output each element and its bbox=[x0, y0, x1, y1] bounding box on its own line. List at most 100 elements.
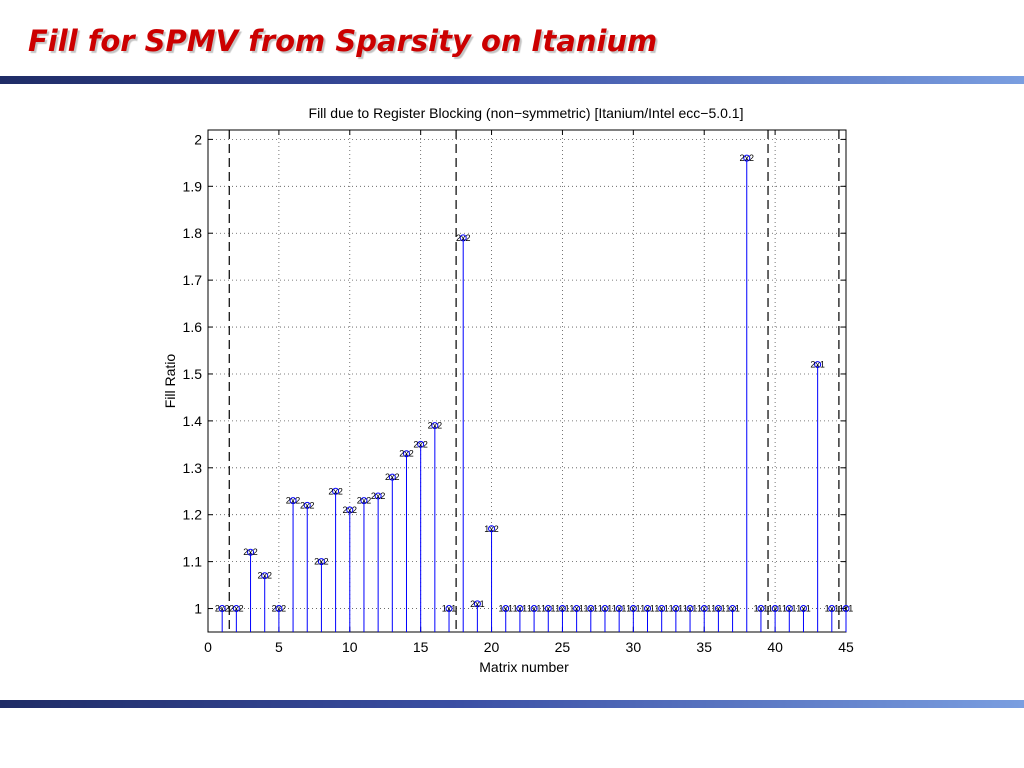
block-size-label: 2x2 bbox=[272, 604, 287, 614]
block-size-label: 1x1 bbox=[669, 604, 684, 614]
y-tick-label: 1.9 bbox=[183, 178, 203, 194]
block-size-label: 1x1 bbox=[839, 604, 854, 614]
block-size-label: 2x2 bbox=[286, 496, 301, 506]
stem-marker bbox=[672, 605, 680, 613]
block-size-label: 1x1 bbox=[584, 604, 599, 614]
block-size-label: 1x1 bbox=[498, 604, 513, 614]
stem-marker bbox=[261, 572, 269, 580]
stem-marker bbox=[388, 473, 396, 481]
stem-marker bbox=[289, 497, 297, 505]
y-axis-label: Fill Ratio bbox=[162, 354, 178, 409]
stem-marker bbox=[402, 450, 410, 458]
stem-marker bbox=[232, 605, 240, 613]
block-size-label: 2x2 bbox=[399, 449, 414, 459]
y-tick-label: 1.5 bbox=[183, 366, 203, 382]
block-size-label: 2x2 bbox=[739, 153, 754, 163]
y-tick-label: 1.6 bbox=[183, 319, 203, 335]
x-tick-label: 20 bbox=[484, 639, 500, 655]
block-size-label: 2x2 bbox=[314, 557, 329, 567]
y-tick-label: 1.8 bbox=[183, 225, 203, 241]
stem-marker bbox=[488, 525, 496, 533]
stem-marker bbox=[218, 605, 226, 613]
stem-marker bbox=[417, 440, 425, 448]
stem-marker bbox=[502, 605, 510, 613]
stem-marker bbox=[828, 605, 836, 613]
stem-marker bbox=[544, 605, 552, 613]
block-size-label: 1x2 bbox=[484, 524, 499, 534]
stem-marker bbox=[473, 600, 481, 608]
block-size-label: 2x2 bbox=[428, 421, 443, 431]
block-size-label: 1x1 bbox=[541, 604, 556, 614]
x-tick-label: 35 bbox=[696, 639, 712, 655]
block-size-label: 1x1 bbox=[825, 604, 840, 614]
stem-marker bbox=[686, 605, 694, 613]
block-size-label: 2x2 bbox=[328, 486, 343, 496]
block-size-label: 1x1 bbox=[796, 604, 811, 614]
stem-marker bbox=[771, 605, 779, 613]
plot-area bbox=[207, 129, 847, 633]
block-size-label: 2x2 bbox=[343, 505, 358, 515]
stem-marker bbox=[275, 605, 283, 613]
stem-marker bbox=[374, 492, 382, 500]
block-size-label: 1x1 bbox=[725, 604, 740, 614]
block-size-label: 2x2 bbox=[257, 571, 272, 581]
block-size-label: 1x1 bbox=[527, 604, 542, 614]
stem-marker bbox=[785, 605, 793, 613]
block-size-label: 1x1 bbox=[654, 604, 669, 614]
stem-marker bbox=[629, 605, 637, 613]
block-size-label: 1x1 bbox=[612, 604, 627, 614]
stem-layer bbox=[218, 154, 850, 632]
y-tick-label: 1.3 bbox=[183, 460, 203, 476]
block-size-label: 1x1 bbox=[555, 604, 570, 614]
stem-marker bbox=[317, 558, 325, 566]
block-size-label: 2x2 bbox=[371, 491, 386, 501]
stem-marker bbox=[360, 497, 368, 505]
stem-marker bbox=[743, 154, 751, 162]
x-tick-label: 0 bbox=[204, 639, 212, 655]
stem-marker bbox=[558, 605, 566, 613]
x-tick-label: 45 bbox=[838, 639, 854, 655]
x-tick-label: 25 bbox=[555, 639, 571, 655]
block-size-label: 2x1 bbox=[470, 599, 485, 609]
y-tick-label: 1.4 bbox=[183, 413, 203, 429]
block-size-label: 1x1 bbox=[513, 604, 528, 614]
chart-title: Fill due to Register Blocking (non−symme… bbox=[309, 105, 744, 121]
block-size-label: 2x2 bbox=[456, 233, 471, 243]
y-tick-label: 1.2 bbox=[183, 507, 203, 523]
block-size-label: 1x1 bbox=[768, 604, 783, 614]
y-tick-label: 1.1 bbox=[183, 554, 203, 570]
stem-marker bbox=[459, 234, 467, 242]
block-size-label: 1x1 bbox=[598, 604, 613, 614]
block-size-label: 1x1 bbox=[782, 604, 797, 614]
stem-marker bbox=[346, 506, 354, 514]
stem-marker bbox=[431, 422, 439, 430]
stem-marker bbox=[700, 605, 708, 613]
block-size-label: 1x1 bbox=[442, 604, 457, 614]
stem-chart: Fill due to Register Blocking (non−symme… bbox=[162, 105, 854, 675]
stem-marker bbox=[644, 605, 652, 613]
stem-marker bbox=[530, 605, 538, 613]
x-tick-label: 15 bbox=[413, 639, 429, 655]
x-tick-label: 10 bbox=[342, 639, 358, 655]
stem-marker bbox=[757, 605, 765, 613]
stem-marker bbox=[729, 605, 737, 613]
stem-marker bbox=[814, 361, 822, 369]
stem-marker bbox=[332, 487, 340, 495]
block-size-label: 2x2 bbox=[243, 547, 258, 557]
stem-marker bbox=[601, 605, 609, 613]
block-size-label: 2x2 bbox=[357, 496, 372, 506]
stem-marker bbox=[445, 605, 453, 613]
block-size-label: 2x2 bbox=[215, 604, 230, 614]
x-tick-label: 5 bbox=[275, 639, 283, 655]
block-size-label: 1x1 bbox=[569, 604, 584, 614]
block-size-label: 1x1 bbox=[754, 604, 769, 614]
stem-marker bbox=[516, 605, 524, 613]
block-size-label: 2x2 bbox=[229, 604, 244, 614]
stem-marker bbox=[303, 501, 311, 509]
block-size-label: 1x1 bbox=[626, 604, 641, 614]
x-axis-label: Matrix number bbox=[479, 659, 569, 675]
block-size-label: 1x1 bbox=[697, 604, 712, 614]
stem-marker bbox=[799, 605, 807, 613]
stem-marker bbox=[587, 605, 595, 613]
